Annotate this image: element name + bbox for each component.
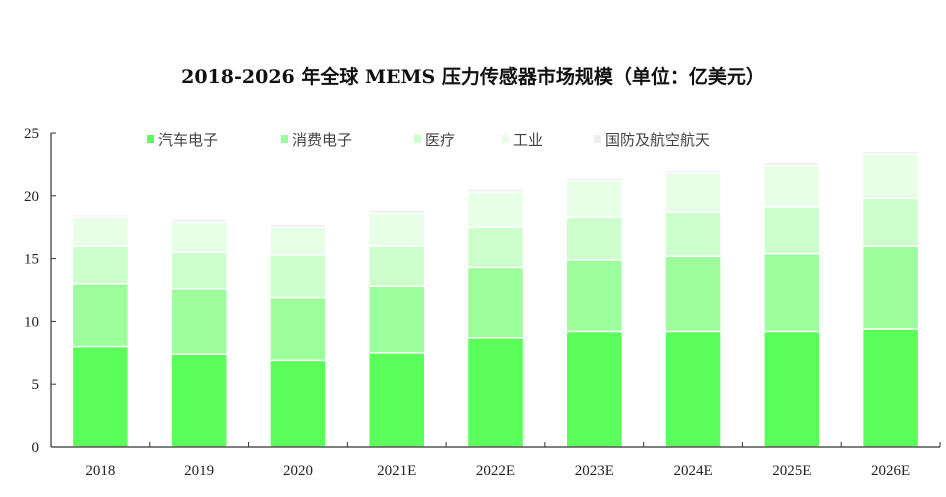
bar-segment: [664, 330, 722, 448]
legend-swatch: [147, 135, 154, 143]
legend-label: 国防及航空航天: [605, 131, 710, 149]
bar-segment: [71, 282, 130, 348]
bar-segment: [664, 169, 722, 174]
bar-segment: [664, 255, 722, 333]
bar-segment: [269, 254, 327, 299]
chart-title: 2018-2026 年全球 MEMS 压力传感器市场规模（单位：亿美元）: [181, 66, 765, 88]
bar-segment: [466, 226, 525, 269]
bar-segment: [269, 359, 327, 448]
bar-segment: [170, 287, 228, 355]
bar-segment: [367, 209, 426, 215]
y-tick-label: 20: [24, 189, 39, 205]
bar-segment: [71, 213, 130, 218]
bar-segment: [71, 216, 130, 247]
bar-segment: [664, 172, 722, 213]
bar-segment: [565, 330, 624, 448]
legend-swatch: [414, 135, 421, 143]
bar-segment: [170, 251, 228, 290]
y-tick-label: 10: [24, 314, 39, 330]
bar-segment: [565, 259, 624, 333]
x-tick-label: 2020: [283, 463, 313, 479]
y-tick-label: 25: [24, 126, 39, 142]
bar-segment: [367, 212, 426, 247]
bar-segment: [269, 296, 327, 362]
bar-segment: [763, 164, 821, 208]
x-tick-label: 2025E: [772, 463, 811, 479]
bar-segment: [861, 245, 920, 330]
x-tick-label: 2023E: [575, 463, 614, 479]
y-tick-label: 5: [32, 377, 40, 393]
bar-segment: [763, 330, 821, 448]
legend-label: 医疗: [425, 131, 455, 149]
bar-segment: [565, 216, 624, 261]
bar-segment: [170, 353, 228, 448]
bar-segment: [763, 161, 821, 167]
bar-segment: [861, 150, 920, 156]
bar-segment: [71, 345, 130, 448]
x-tick-label: 2022E: [476, 463, 515, 479]
bar-segment: [565, 177, 624, 182]
y-tick-label: 0: [32, 440, 40, 456]
bar-segment: [565, 179, 624, 218]
x-tick-label: 2024E: [673, 463, 712, 479]
bar-segment: [466, 266, 525, 339]
legend-swatch: [281, 135, 288, 143]
bar-segment: [367, 285, 426, 354]
bar-segment: [466, 191, 525, 228]
bar-segment: [367, 352, 426, 448]
legend-swatch: [502, 135, 509, 143]
x-tick-label: 2026E: [871, 463, 910, 479]
bar-segment: [170, 218, 228, 223]
bar-segment: [763, 206, 821, 255]
x-tick-label: 2019: [184, 463, 214, 479]
y-tick-label: 15: [24, 252, 39, 268]
bar-segment: [664, 211, 722, 257]
bar-segment: [861, 153, 920, 200]
bar-segment: [861, 328, 920, 448]
bar-segment: [763, 252, 821, 333]
legend-swatch: [594, 135, 601, 143]
bar-segment: [170, 221, 228, 254]
x-tick-label: 2018: [85, 463, 115, 479]
bar-segment: [466, 188, 525, 193]
x-tick-label: 2021E: [377, 463, 416, 479]
legend-label: 汽车电子: [158, 131, 218, 149]
legend-label: 消费电子: [292, 131, 352, 149]
legend-label: 工业: [513, 131, 543, 149]
bar-segment: [861, 197, 920, 247]
bar-segment: [367, 245, 426, 287]
bar-segment: [269, 223, 327, 228]
bar-segment: [71, 245, 130, 285]
bar-segment: [269, 226, 327, 256]
bar-segment: [466, 336, 525, 448]
